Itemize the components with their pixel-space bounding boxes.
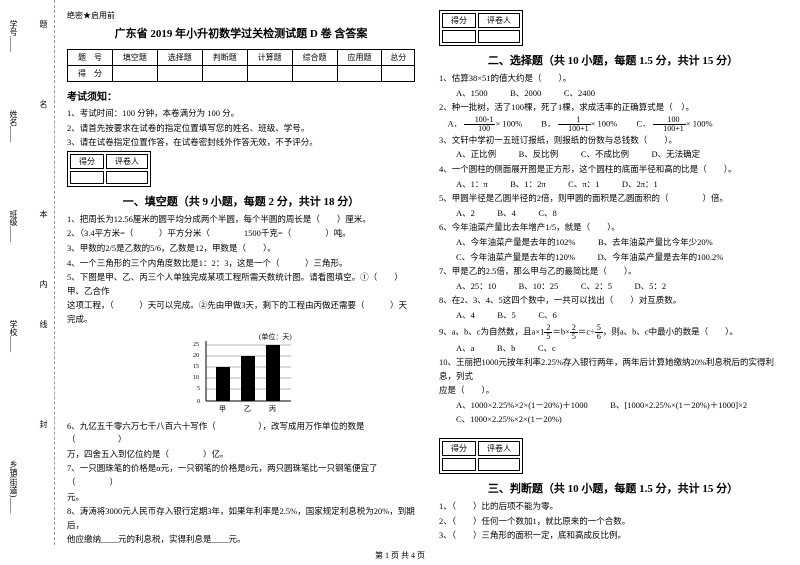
bind-label-1: 学号____ bbox=[8, 20, 19, 52]
q3-2: 2、（ ）任何一个数加1，就比原来的一个合数。 bbox=[439, 515, 787, 529]
notice-3: 3、请在试卷指定位置作答，在试卷密封线外作答无效，不予评分。 bbox=[67, 136, 415, 150]
q2-4: 4、一个圆柱的侧面展开图是正方形，这个圆柱的底面半径和高的比是（ ）。 bbox=[439, 163, 787, 177]
right-column: 得分评卷人 二、选择题（共 10 小题，每题 1.5 分，共计 15 分） 1、… bbox=[427, 0, 799, 545]
ht-c: 题 号 bbox=[68, 50, 113, 66]
svg-text:5: 5 bbox=[197, 386, 200, 392]
binding-area: 学号____ 姓名____ 班级____ 学校____ 乡镇(街道)____ 题… bbox=[0, 0, 55, 545]
q1-5a: 5、下图是甲、乙、丙三个人单独完成某项工程所需天数统计图。请看图填空。①（ ）甲… bbox=[67, 271, 415, 298]
q1-5b: 这项工程，（ ）天可以完成。②先由甲做3天，剩下的工程由丙做还需要（ ）天完成。 bbox=[67, 299, 415, 326]
q1-8a: 8、涛涛将3000元人民币存入银行定期3年，如果年利率是2.5%，国家规定利息税… bbox=[67, 505, 415, 532]
notice-2: 2、请首先按要求在试卷的指定位置填写您的姓名、班级、学号。 bbox=[67, 122, 415, 136]
left-column: 绝密★启用前 广东省 2019 年小升初数学过关检测试题 D 卷 含答案 题 号… bbox=[55, 0, 427, 545]
ht-c: 得 分 bbox=[68, 66, 113, 82]
q2-8: 8、在2、3、4、5这四个数中，一共可以找出（ ）对互质数。 bbox=[439, 294, 787, 308]
ht-c: 判断题 bbox=[202, 50, 247, 66]
bar-3 bbox=[266, 345, 280, 401]
bind-mark-2: 名 bbox=[38, 100, 49, 108]
q1-4: 4、一个三角形的三个内角度数比是1：2：3，这是一个（ ）三角形。 bbox=[67, 257, 415, 271]
q1-7b: 元。 bbox=[67, 491, 415, 505]
svg-text:10: 10 bbox=[193, 375, 199, 381]
q2-6: 6、今年油菜产量比去年增产1/5，就是（ ）。 bbox=[439, 221, 787, 235]
exam-title: 广东省 2019 年小升初数学过关检测试题 D 卷 含答案 bbox=[67, 25, 415, 41]
q2-1: 1、估算38×51的值大约是（ ）。 bbox=[439, 72, 787, 86]
ht-c: 计算题 bbox=[247, 50, 292, 66]
q2-7: 7、甲是乙的2.5倍，那么甲与乙的最简比是（ ）。 bbox=[439, 265, 787, 279]
q1-6b: 万，四舍五入到亿位约是（ ）亿。 bbox=[67, 448, 415, 462]
svg-text:丙: 丙 bbox=[269, 405, 276, 413]
q2-9: 9、a、b、c为自然数，且a×125＝b×25＝c÷56，则a、b、c中最小的数… bbox=[439, 324, 787, 341]
ht-c: 填空题 bbox=[112, 50, 157, 66]
bind-mark-5: 线 bbox=[38, 320, 49, 328]
svg-text:乙: 乙 bbox=[244, 405, 251, 413]
score-box-2: 得分评卷人 bbox=[439, 10, 523, 46]
bind-label-4: 学校____ bbox=[8, 320, 19, 352]
q2-10: 10、王丽把1000元按年利率2.25%存入银行两年，两年后计算她缴纳20%利息… bbox=[439, 356, 787, 383]
svg-text:25: 25 bbox=[193, 342, 199, 348]
ht-c: 总分 bbox=[382, 50, 415, 66]
notice-1: 1、考试时间：100 分钟，本卷满分为 100 分。 bbox=[67, 107, 415, 121]
q1-8b: 他应缴纳____元的利息税，实得利息是____元。 bbox=[67, 533, 415, 545]
section-1-title: 一、填空题（共 9 小题，每题 2 分，共计 18 分） bbox=[67, 193, 415, 209]
q2-10b: 应是（ ）。 bbox=[439, 384, 787, 398]
q1-2: 2、（3.4平方米=（ ）平方分米（ 1500千克=（ ）吨。 bbox=[67, 227, 415, 241]
svg-text:20: 20 bbox=[193, 353, 199, 359]
notice-title: 考试须知： bbox=[67, 88, 415, 103]
chart-ylabel: (单位：天) bbox=[259, 332, 292, 341]
bind-label-5: 乡镇(街道)____ bbox=[8, 460, 19, 513]
bind-mark-3: 本 bbox=[38, 210, 49, 218]
q1-3: 3、甲数的2/5是乙数的5/6，乙数是12，甲数是（ ）。 bbox=[67, 242, 415, 256]
ht-c: 综合题 bbox=[292, 50, 337, 66]
q1-7a: 7、一只圆珠笔的价格是α元，一只钢笔的价格是8元，两只圆珠笔比一只钢笔便宜了（ … bbox=[67, 462, 415, 489]
secret-label: 绝密★启用前 bbox=[67, 10, 415, 21]
page-footer: 第 1 页 共 4 页 bbox=[0, 550, 800, 561]
svg-text:0: 0 bbox=[197, 399, 200, 405]
q1-1: 1、把周长为12.56厘米的圆平均分成两个半圆，每个半圆的周长是（ ）厘米。 bbox=[67, 213, 415, 227]
bind-mark-4: 内 bbox=[38, 280, 49, 288]
bind-mark-6: 封 bbox=[38, 420, 49, 428]
score-box-1: 得分评卷人 bbox=[67, 151, 151, 187]
bind-mark-1: 题 bbox=[38, 20, 49, 28]
ht-c: 应用题 bbox=[337, 50, 382, 66]
q2-2: 2、种一批树，活了100棵，死了1棵，求成活率的正确算式是（ ）。 bbox=[439, 101, 787, 115]
q2-2-opts: A． 100-1100× 100% B． 1100+1× 100% C． 100… bbox=[439, 116, 787, 133]
ht-c: 选择题 bbox=[157, 50, 202, 66]
bar-1 bbox=[216, 367, 230, 401]
bar-2 bbox=[241, 356, 255, 401]
q1-6a: 6、九亿五千零六万七千八百六十写作（ ），改写成用万作单位的数是（ ） bbox=[67, 420, 415, 447]
bind-label-2: 姓名____ bbox=[8, 110, 19, 142]
bind-label-3: 班级____ bbox=[8, 210, 19, 242]
q2-5: 5、甲圆半径是乙圆半径的2倍，则甲圆的面积是乙圆面积的（ ）倍。 bbox=[439, 192, 787, 206]
section-2-title: 二、选择题（共 10 小题，每题 1.5 分，共计 15 分） bbox=[439, 52, 787, 68]
svg-text:甲: 甲 bbox=[219, 405, 226, 413]
score-box-3: 得分评卷人 bbox=[439, 438, 523, 474]
score-summary-table: 题 号 填空题 选择题 判断题 计算题 综合题 应用题 总分 得 分 bbox=[67, 49, 415, 82]
q3-4: 4、（ ）甲数比乙数少25%，甲数和乙数的比是3:4。 bbox=[439, 544, 787, 545]
q2-3: 3、文轩中学初一五班订报纸，则报纸的份数与总钱数（ ）。 bbox=[439, 134, 787, 148]
q3-3: 3、（ ）三角形的面积一定，底和高成反比例。 bbox=[439, 529, 787, 543]
q3-1: 1、（ ）比的后项不能为零。 bbox=[439, 500, 787, 514]
sb-c2: 评卷人 bbox=[106, 154, 148, 169]
svg-text:15: 15 bbox=[193, 364, 199, 370]
sb-c1: 得分 bbox=[70, 154, 104, 169]
bar-chart: (单位：天) 25 20 15 10 5 0 甲 乙 丙 bbox=[181, 331, 301, 416]
section-3-title: 三、判断题（共 10 小题，每题 1.5 分，共计 15 分） bbox=[439, 480, 787, 496]
